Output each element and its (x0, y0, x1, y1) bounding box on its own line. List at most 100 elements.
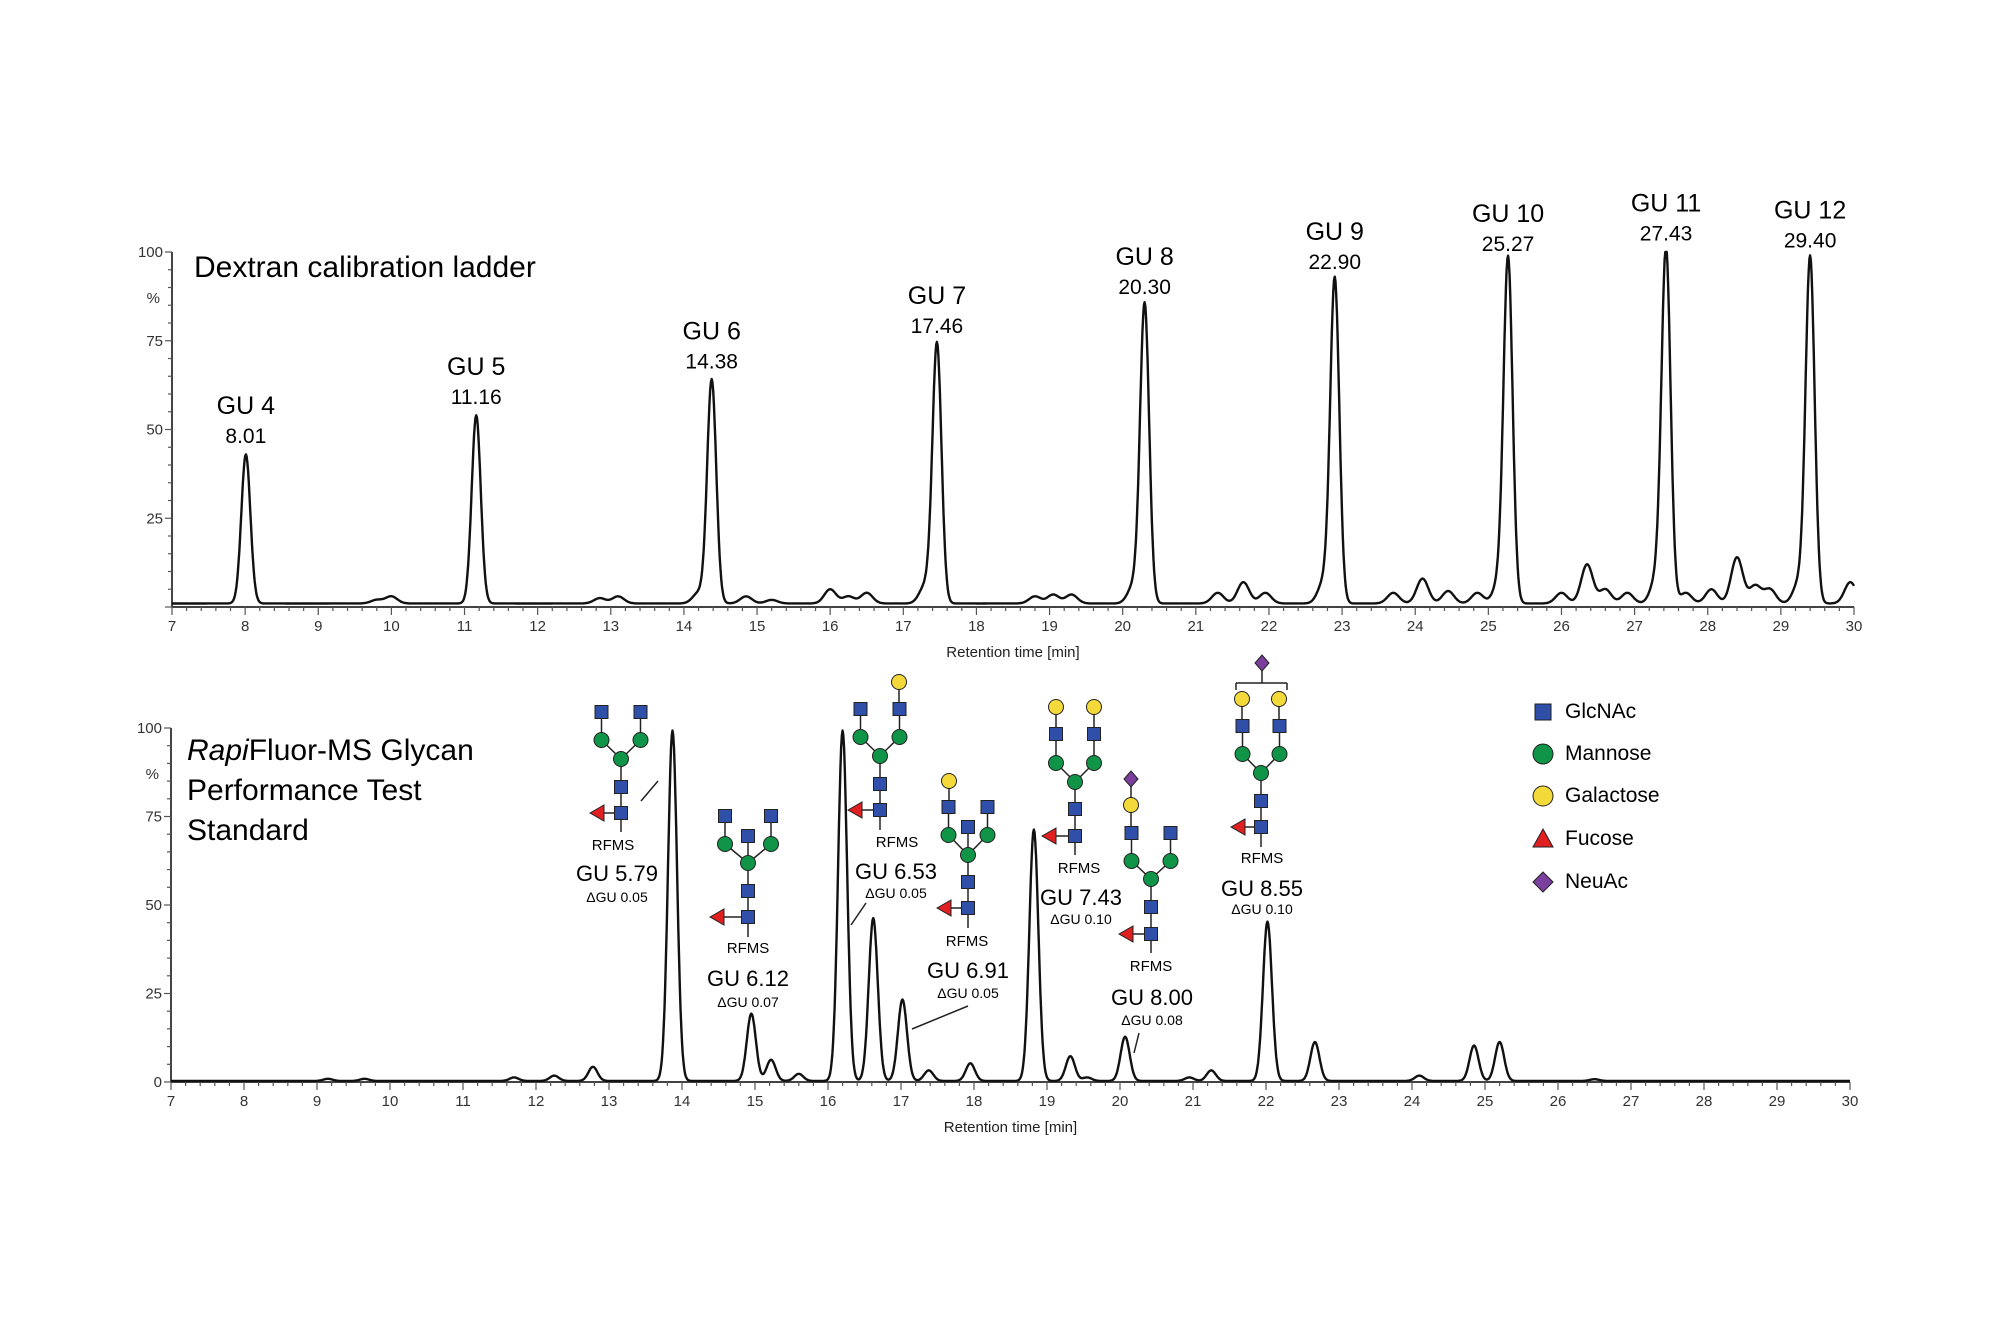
y-tick-label: 100 (137, 720, 162, 737)
neuac-icon (1532, 871, 1554, 893)
x-tick-label: 30 (1842, 1093, 1859, 1110)
x-tick-label: 22 (1258, 1093, 1275, 1110)
x-tick-label: 7 (167, 1093, 175, 1110)
x-tick-label: 14 (674, 1093, 691, 1110)
glcnac-icon (633, 705, 648, 719)
galactose-icon (1532, 785, 1554, 807)
glcnac-icon (741, 829, 755, 843)
glycan-standard-chart: RapiFluor-MS Glycan Performance Test Sta… (137, 720, 1858, 1136)
glcnac-icon (1068, 802, 1082, 816)
glcnac-icon (853, 702, 868, 716)
x-tick-label: 11 (455, 1093, 471, 1110)
mannose-icon (1067, 774, 1083, 790)
glcnac-icon (873, 803, 887, 817)
galactose-icon (891, 674, 907, 690)
glcnac-icon (1254, 820, 1268, 834)
x-tick-label: 23 (1334, 618, 1351, 635)
peak-gu-label: GU 12 (1774, 197, 1846, 225)
glcnac-icon (892, 702, 907, 716)
glcnac-icon (1235, 719, 1250, 733)
glcnac-icon (614, 780, 628, 794)
glcnac-icon (980, 800, 995, 814)
mannose-icon (1532, 743, 1554, 765)
chromatogram-trace (170, 729, 1851, 1083)
gu-value-label: GU 6.91 (927, 958, 1009, 983)
peak-gu-label: GU 6 (683, 317, 741, 345)
chromatogram-trace (171, 250, 1856, 605)
chart-title-line-3: Standard (187, 814, 309, 847)
peak-rt-label: 27.43 (1640, 223, 1693, 246)
x-tick-label: 13 (601, 1093, 618, 1110)
fucose-icon (588, 804, 605, 822)
chart-title: Dextran calibration ladder (194, 251, 536, 284)
glcnac-icon (961, 901, 975, 915)
gu-value-label: GU 7.43 (1040, 885, 1122, 910)
linkage (1133, 1032, 1140, 1054)
mannose-icon (763, 836, 779, 852)
peak-gu-label: GU 4 (217, 392, 275, 420)
peak-gu-label: GU 5 (447, 353, 505, 381)
x-tick-label: 21 (1185, 1093, 1202, 1110)
x-tick-label: 10 (383, 618, 400, 635)
x-tick-label: 20 (1114, 618, 1131, 635)
fucose-icon (1040, 827, 1057, 845)
x-axis-label: Retention time [min] (946, 644, 1079, 661)
delta-gu-label: ΔGU 0.07 (717, 994, 779, 1010)
fucose-icon (935, 899, 952, 917)
galactose-icon (1123, 797, 1139, 813)
mannose-icon (1086, 755, 1102, 771)
mannose-icon (1143, 871, 1159, 887)
glycan-annotation-6: RFMS GU 8.00 ΔGU 0.08 (1111, 770, 1193, 1054)
x-tick-label: 12 (529, 618, 546, 635)
legend-label: Mannose (1565, 742, 1651, 765)
mannose-icon (891, 729, 908, 745)
mannose-icon (1271, 746, 1288, 762)
x-tick-label: 15 (747, 1093, 764, 1110)
delta-gu-label: ΔGU 0.10 (1231, 901, 1293, 917)
x-tick-label: 29 (1773, 618, 1790, 635)
peak-rt-label: 8.01 (225, 425, 266, 448)
glcnac-icon (961, 820, 975, 834)
x-tick-label: 28 (1696, 1093, 1713, 1110)
mannose-icon (740, 855, 756, 871)
x-tick-label: 16 (820, 1093, 837, 1110)
galactose-icon (1271, 691, 1287, 707)
glcnac-icon (1144, 927, 1158, 941)
mannose-icon (593, 732, 610, 748)
y-tick-label: 25 (145, 986, 162, 1003)
neuac-icon (1123, 770, 1139, 788)
mannose-icon (979, 827, 996, 843)
mannose-icon (940, 827, 957, 843)
glcnac-icon (1272, 719, 1287, 733)
x-tick-label: 15 (749, 618, 766, 635)
x-tick-label: 27 (1623, 1093, 1640, 1110)
reducing-end-label: RFMS (1058, 860, 1101, 877)
glcnac-icon (614, 806, 628, 820)
mannose-icon (613, 751, 629, 767)
title-rest: Fluor-MS Glycan (249, 734, 474, 767)
chart-title-line-1: RapiFluor-MS Glycan (187, 734, 474, 767)
y-axis-label: % (147, 290, 160, 307)
x-tick-label: 28 (1699, 618, 1716, 635)
glcnac-icon (873, 777, 887, 791)
glcnac-icon (961, 875, 975, 889)
x-tick-label: 30 (1846, 618, 1863, 635)
glcnac-icon (1144, 900, 1158, 914)
glcnac-icon (1534, 703, 1552, 721)
glcnac-icon (941, 800, 956, 814)
x-tick-label: 8 (240, 1093, 248, 1110)
x-tick-label: 19 (1039, 1093, 1056, 1110)
galactose-icon (1234, 691, 1250, 707)
glcnac-icon (741, 910, 755, 924)
x-tick-label: 25 (1480, 618, 1497, 635)
fucose-icon (1229, 818, 1246, 836)
delta-gu-label: ΔGU 0.10 (1050, 911, 1112, 927)
dextran-ladder-chart: Dextran calibration ladder 7 8 9 10 11 12 13 14… (138, 190, 1862, 661)
mannose-icon (1162, 853, 1179, 869)
x-tick-label: 23 (1331, 1093, 1348, 1110)
y-tick-label: 50 (146, 422, 163, 439)
x-tick-label: 20 (1112, 1093, 1129, 1110)
x-tick-label: 13 (602, 618, 619, 635)
mannose-icon (1234, 746, 1251, 762)
delta-gu-label: ΔGU 0.05 (865, 885, 927, 901)
